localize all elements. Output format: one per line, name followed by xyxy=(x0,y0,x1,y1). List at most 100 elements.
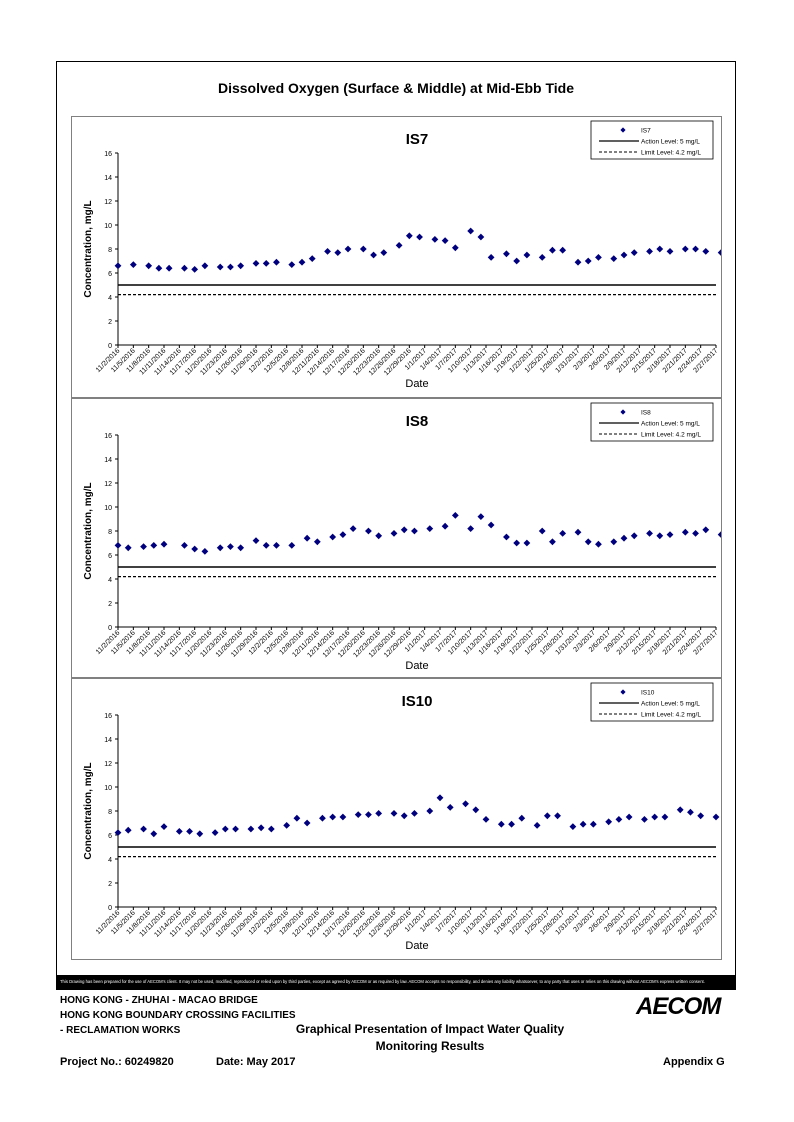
data-point xyxy=(390,810,398,817)
data-point xyxy=(625,813,633,821)
data-point xyxy=(191,545,199,553)
chart-is7: IS7 0 2 4 6 8 10 12 14 16 11/2/2016 11/5/2016 11/8/2… xyxy=(71,116,722,398)
data-point xyxy=(676,806,684,814)
data-point xyxy=(487,521,495,529)
data-point xyxy=(615,816,623,823)
data-point xyxy=(375,532,383,540)
disclaimer-bar: This Drawing has been prepared for the u… xyxy=(57,975,735,989)
drawing-frame xyxy=(56,61,736,990)
data-point xyxy=(497,820,505,828)
legend-label: Action Level: 5 mg/L xyxy=(641,701,700,708)
legend-box xyxy=(590,682,714,722)
data-point xyxy=(196,830,204,838)
data-point xyxy=(283,822,291,829)
data-point xyxy=(584,538,592,546)
presentation-title-1: Graphical Presentation of Impact Water Q… xyxy=(295,1022,565,1036)
legend-label: Limit Level: 4.2 mg/L xyxy=(641,150,701,157)
y-tick-label: 6 xyxy=(108,833,112,840)
data-point xyxy=(227,543,234,550)
data-point xyxy=(129,261,137,268)
chart-is10: IS10 0 2 4 6 8 10 12 14 16 11/2/2016 11/5/2016 11/8/… xyxy=(71,678,722,960)
data-point xyxy=(344,245,352,253)
data-point xyxy=(518,814,526,822)
chart-svg: IS7024681012141611/2/201611/5/201611/8/2… xyxy=(83,120,721,390)
data-point xyxy=(227,263,234,271)
appendix-label: Appendix G xyxy=(663,1056,725,1068)
data-point xyxy=(559,530,567,537)
y-tick-label: 14 xyxy=(104,737,112,744)
data-point xyxy=(666,248,674,255)
main-title: Dissolved Oxygen (Surface & Middle) at M… xyxy=(217,80,575,96)
data-point xyxy=(574,528,582,536)
data-point xyxy=(426,807,434,815)
data-point xyxy=(717,249,721,256)
project-line-2: HONG KONG BOUNDARY CROSSING FACILITIES xyxy=(60,1010,296,1021)
chart-title: IS7 xyxy=(406,131,429,148)
data-point xyxy=(656,245,664,253)
data-point xyxy=(411,527,418,535)
data-point xyxy=(140,825,147,833)
legend-label: Action Level: 5 mg/L xyxy=(641,139,700,146)
data-point xyxy=(589,820,597,828)
chart-title: IS10 xyxy=(402,693,433,710)
data-point xyxy=(293,814,301,822)
data-point xyxy=(482,816,490,823)
data-point xyxy=(124,826,132,834)
data-point xyxy=(165,264,173,272)
legend-label: Limit Level: 4.2 mg/L xyxy=(641,432,701,439)
data-point xyxy=(150,542,158,549)
data-point xyxy=(181,264,188,272)
data-point xyxy=(523,539,531,547)
data-point xyxy=(273,258,280,266)
data-point xyxy=(329,813,337,821)
data-point xyxy=(186,828,193,835)
data-point xyxy=(329,533,337,541)
data-point xyxy=(175,828,183,835)
data-point xyxy=(262,542,270,549)
y-tick-label: 4 xyxy=(108,577,112,584)
data-point xyxy=(319,814,326,822)
data-point xyxy=(513,257,521,265)
chart-svg: IS8024681012141611/2/201611/5/201611/8/2… xyxy=(83,402,721,672)
data-point xyxy=(503,533,510,541)
data-point xyxy=(339,813,347,821)
data-point xyxy=(543,812,551,820)
data-point xyxy=(181,542,188,549)
data-point xyxy=(462,800,469,808)
data-point xyxy=(431,236,439,243)
y-tick-label: 14 xyxy=(104,457,112,464)
data-point xyxy=(595,254,602,261)
data-point xyxy=(160,823,168,830)
data-point xyxy=(651,813,659,821)
data-point xyxy=(646,248,653,255)
data-point xyxy=(451,512,459,519)
data-point xyxy=(487,254,495,261)
data-point xyxy=(140,543,147,550)
y-axis-label: Concentration, mg/L xyxy=(83,762,94,859)
data-point xyxy=(359,245,367,253)
legend: IS7 Action Level: 5 mg/L Limit Level: 4.2 … xyxy=(590,120,714,160)
data-point xyxy=(554,812,561,820)
project-number: Project No.: 60249820 xyxy=(60,1056,174,1068)
data-point xyxy=(610,255,618,262)
legend-marker xyxy=(620,689,626,695)
legend-label: Action Level: 5 mg/L xyxy=(641,421,700,428)
y-tick-label: 0 xyxy=(108,343,112,350)
x-axis-label: Date xyxy=(405,660,428,672)
data-point xyxy=(692,530,699,537)
y-tick-label: 12 xyxy=(104,761,112,768)
data-point xyxy=(702,526,710,534)
y-tick-label: 6 xyxy=(108,553,112,560)
data-point xyxy=(201,262,209,270)
data-point xyxy=(712,813,720,821)
y-tick-label: 4 xyxy=(108,295,112,302)
data-point xyxy=(365,811,372,818)
data-point xyxy=(549,246,556,254)
data-point xyxy=(610,538,618,546)
y-tick-label: 12 xyxy=(104,481,112,488)
data-point xyxy=(472,806,480,814)
data-point xyxy=(513,539,521,547)
data-point xyxy=(257,824,265,832)
data-point xyxy=(467,525,475,532)
data-point xyxy=(221,825,229,833)
